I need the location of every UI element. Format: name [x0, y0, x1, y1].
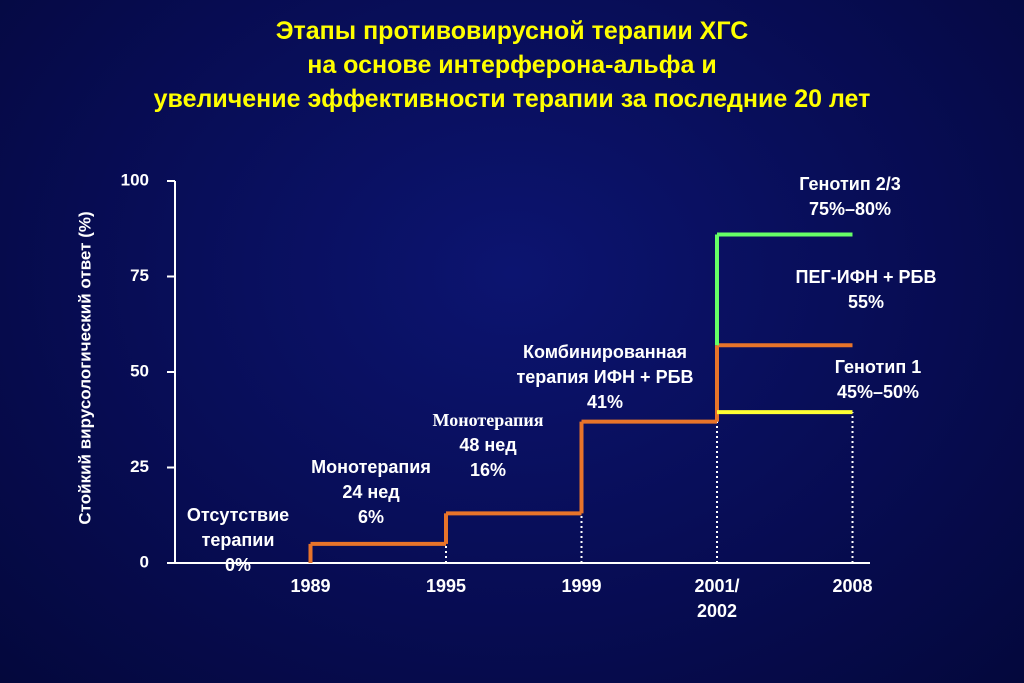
x-tick-label: 2001/ 2002 [694, 576, 740, 621]
annotation: 45%–50% [836, 382, 920, 402]
y-axis-label: Стойкий вирусологический ответ (%) [75, 211, 94, 524]
annotation: Отсутствие [186, 505, 290, 525]
annotation: Монотерапия [311, 457, 431, 477]
annotation: 0% [224, 555, 252, 575]
x-tick-label: 1995 [425, 576, 467, 596]
annotation: Комбинированная [522, 342, 688, 362]
title: Этапы противовирусной терапии ХГС на осн… [0, 14, 1024, 116]
y-tick-label: 50 [130, 361, 149, 380]
annotation: терапии [201, 530, 275, 550]
annotation: Монотерапия [432, 410, 544, 430]
annotation: 41% [586, 392, 624, 412]
annotation: Генотип 1 [834, 357, 922, 377]
annotation: 6% [357, 507, 385, 527]
title-line: Этапы противовирусной терапии ХГС [275, 17, 749, 45]
y-tick-label: 75 [130, 266, 149, 285]
annotation: 75%–80% [808, 199, 892, 219]
annotation: Генотип 2/3 [799, 174, 901, 194]
y-tick-label: 25 [130, 457, 149, 476]
y-tick-label: 100 [121, 170, 149, 189]
annotation: ПЕГ-ИФН + РБВ [795, 267, 937, 287]
x-tick-label: 1999 [561, 576, 602, 596]
annotation: 48 нед [459, 435, 517, 455]
title-line: на основе интерферона-альфа и [307, 51, 717, 79]
annotation: 16% [469, 460, 507, 480]
title-line: увеличение эффективности терапии за посл… [153, 85, 871, 113]
y-tick-label: 0 [140, 552, 149, 571]
x-tick-label: 2008 [832, 576, 873, 596]
annotation: терапия ИФН + РБВ [516, 367, 694, 387]
x-tick-label: 1989 [290, 576, 331, 596]
annotation: 24 нед [342, 482, 400, 502]
annotation: 55% [847, 292, 885, 312]
